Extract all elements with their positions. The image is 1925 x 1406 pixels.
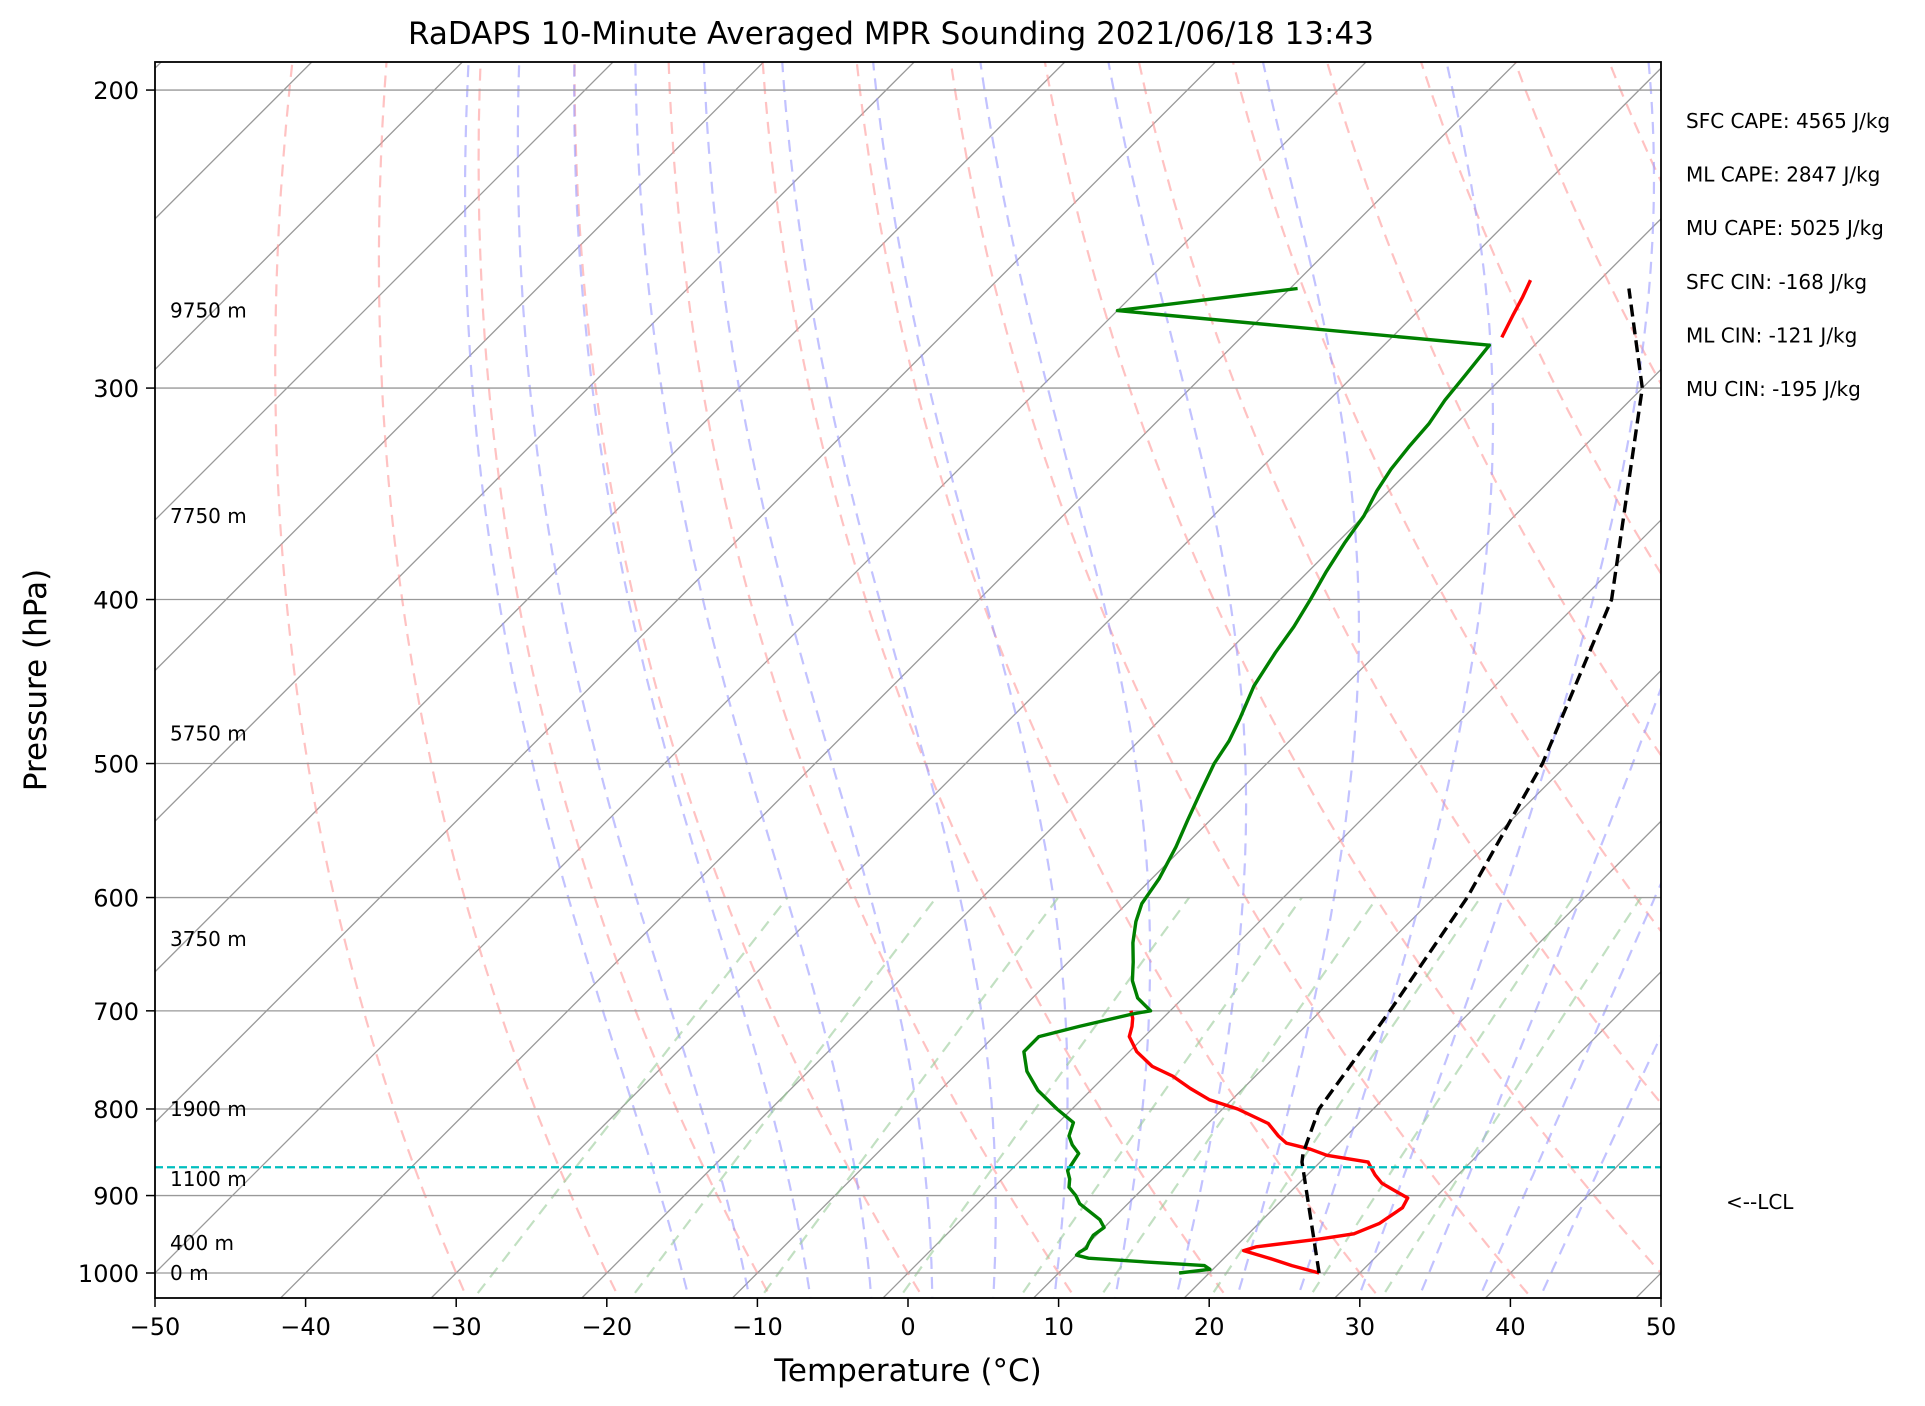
isotherm-line xyxy=(155,62,614,521)
isotherm-line xyxy=(1032,669,1661,1298)
y-tick-label: 500 xyxy=(93,751,139,779)
stability-annotations: SFC CAPE: 4565 J/kg ML CAPE: 2847 J/kg MU … xyxy=(1686,109,1890,401)
isotherm-line xyxy=(430,67,1661,1298)
x-tick-label: −10 xyxy=(732,1313,783,1341)
moist-adiabat-line xyxy=(1478,880,1661,1298)
chart-title: RaDAPS 10-Minute Averaged MPR Sounding 2… xyxy=(408,16,1374,52)
mixing-ratio-line xyxy=(1307,896,1575,1298)
background-lines xyxy=(155,62,1661,1298)
dry-adiabat-line xyxy=(1137,62,1661,1105)
dry-adiabat-line xyxy=(1325,62,1661,758)
moist-adiabat-line xyxy=(516,62,751,1298)
height-label: 400 m xyxy=(170,1231,234,1255)
y-tick-label: 200 xyxy=(93,77,139,105)
x-tick-label: −40 xyxy=(280,1313,331,1341)
moist-adiabat-line xyxy=(781,62,997,1298)
y-tick-label: 300 xyxy=(93,375,139,403)
y-tick-label: 400 xyxy=(93,587,139,615)
height-label: 1100 m xyxy=(170,1167,247,1191)
y-axis-ticks: 1000900800700600500400300200100 xyxy=(78,77,155,1288)
moist-adiabat-line xyxy=(1417,685,1661,1298)
isotherm-line xyxy=(155,62,916,823)
lcl-label: <--LCL xyxy=(1726,1190,1794,1214)
height-label: 5750 m xyxy=(170,722,247,746)
mixing-ratio-line xyxy=(1208,896,1482,1298)
x-tick-label: −20 xyxy=(581,1313,632,1341)
temperature-line-upper xyxy=(1500,279,1533,339)
y-tick-label: 1000 xyxy=(78,1260,139,1288)
dewpoint-line xyxy=(1022,286,1492,1275)
moist-adiabat-line xyxy=(1107,62,1248,1298)
dry-adiabat-line xyxy=(1231,62,1661,933)
moist-adiabat-line xyxy=(1235,62,1360,1298)
mixing-ratio-line xyxy=(629,896,938,1298)
x-tick-label: 10 xyxy=(1043,1313,1074,1341)
mixing-ratio-line xyxy=(472,896,789,1298)
isotherm-line xyxy=(580,217,1661,1298)
moist-adiabat-line xyxy=(1357,62,1656,1298)
stability-annotation: MU CIN: -195 J/kg xyxy=(1686,377,1861,401)
mixing-ratio-line xyxy=(1098,896,1379,1298)
dry-adiabat-line xyxy=(667,62,1077,1298)
y-tick-label: 600 xyxy=(93,885,139,913)
mixing-ratio-line xyxy=(897,896,1191,1298)
stability-annotation: SFC CIN: -168 J/kg xyxy=(1686,270,1867,294)
stability-annotation: ML CAPE: 2847 J/kg xyxy=(1686,163,1880,187)
y-axis-label: Pressure (hPa) xyxy=(18,569,54,791)
sounding-lines xyxy=(155,279,1661,1275)
mixing-ratio-line xyxy=(1380,896,1642,1298)
x-tick-label: 50 xyxy=(1646,1313,1677,1341)
y-tick-label: 700 xyxy=(93,998,139,1026)
dry-adiabat-line xyxy=(274,62,469,1298)
x-tick-label: −50 xyxy=(130,1313,181,1341)
moist-adiabat-line xyxy=(1296,62,1495,1298)
dry-adiabat-line xyxy=(949,62,1533,1298)
dry-adiabat-line xyxy=(1513,62,1661,387)
x-tick-label: 40 xyxy=(1495,1313,1526,1341)
height-label: 0 m xyxy=(170,1261,209,1285)
x-tick-label: −30 xyxy=(431,1313,482,1341)
moist-adiabat-line xyxy=(979,62,1152,1298)
pressure-gridlines xyxy=(155,89,1661,1274)
height-label: 7750 m xyxy=(170,504,247,528)
dry-adiabat-line xyxy=(761,62,1229,1298)
moist-adiabat-line xyxy=(634,62,873,1298)
x-tick-label: 20 xyxy=(1194,1313,1225,1341)
isotherm-line xyxy=(155,62,765,672)
y-tick-label: 900 xyxy=(93,1183,139,1211)
stability-annotation: SFC CAPE: 4565 J/kg xyxy=(1686,109,1890,133)
isotherm-line xyxy=(1183,820,1661,1298)
parcel-profile-line xyxy=(1300,288,1645,1274)
stability-annotation: ML CIN: -121 J/kg xyxy=(1686,323,1857,347)
dry-adiabat-line xyxy=(377,62,621,1298)
mixing-ratio-line xyxy=(758,896,1060,1298)
isotherm-line xyxy=(155,62,1066,973)
height-label: 9750 m xyxy=(170,299,247,323)
dry-adiabat-line xyxy=(477,62,773,1298)
isotherm-line xyxy=(155,62,1367,1274)
height-label: 1900 m xyxy=(170,1097,247,1121)
moist-adiabat-line xyxy=(573,62,812,1298)
height-labels: 0 m 400 m 1100 m 1900 m 3750 m 5750 m 7750 m 97… xyxy=(170,299,247,1285)
isotherm-line xyxy=(155,62,1217,1124)
mixing-ratio-line xyxy=(1017,896,1303,1298)
height-label: 3750 m xyxy=(170,927,247,951)
moist-adiabat-line xyxy=(872,62,1069,1298)
dry-adiabat-line xyxy=(1043,62,1661,1275)
y-tick-label: 800 xyxy=(93,1096,139,1124)
isotherm-line xyxy=(882,519,1661,1298)
moist-adiabat-line xyxy=(702,62,934,1298)
x-tick-label: 0 xyxy=(900,1313,915,1341)
moist-adiabat-line xyxy=(464,62,690,1298)
x-tick-label: 30 xyxy=(1345,1313,1376,1341)
temperature-line xyxy=(1127,1010,1410,1275)
isotherm-line xyxy=(1333,970,1661,1298)
dry-adiabat-line xyxy=(855,62,1381,1298)
isotherm-line xyxy=(279,62,1518,1298)
x-axis-label: Temperature (°C) xyxy=(773,1353,1042,1389)
x-axis-ticks: −50 −40 −30 −20 −10 0 10 20 30 40 50 xyxy=(130,1298,1677,1341)
stability-annotation: MU CAPE: 5025 J/kg xyxy=(1686,216,1884,240)
